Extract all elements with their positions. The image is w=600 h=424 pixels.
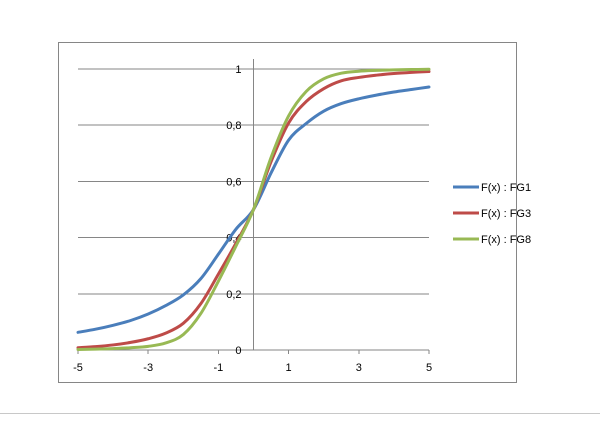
- y-tick-label: 0: [235, 345, 241, 357]
- x-tick-label: 1: [286, 362, 292, 374]
- x-tick-label: -1: [214, 362, 224, 374]
- series-line-3: [76, 67, 431, 351]
- legend-label-2: F(x) : FG3: [481, 208, 531, 220]
- legend-label-3: F(x) : FG8: [481, 234, 531, 246]
- y-tick-label: 0,8: [226, 120, 241, 132]
- x-tick-label: -5: [73, 362, 83, 374]
- x-tick-labels: -5 -3 -1 1 3 5: [73, 362, 432, 374]
- legend-label-1: F(x) : FG1: [481, 182, 531, 194]
- series-lines: [76, 67, 431, 351]
- y-tick-label: 0,6: [226, 176, 241, 188]
- y-tick-label: 0,2: [226, 289, 241, 301]
- x-tick-label: 3: [356, 362, 362, 374]
- axes: [77, 59, 430, 354]
- page-bottom-rule: [0, 413, 600, 414]
- x-tick-label: 5: [426, 362, 432, 374]
- x-tick-label: -3: [143, 362, 153, 374]
- chart-frame: [58, 42, 517, 383]
- legend: F(x) : FG1 F(x) : FG3 F(x) : FG8: [453, 182, 531, 246]
- y-tick-label: 1: [235, 64, 241, 76]
